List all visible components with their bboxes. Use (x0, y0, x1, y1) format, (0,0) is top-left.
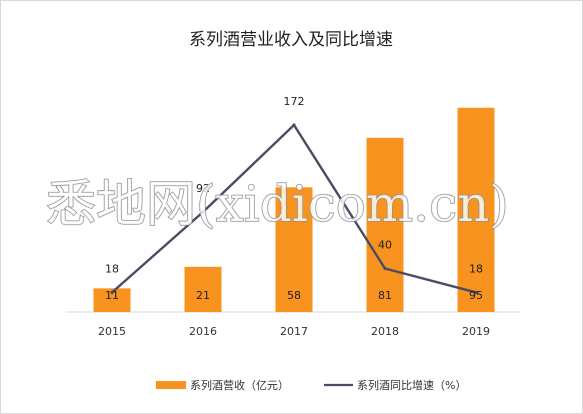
bar-2018 (366, 137, 404, 312)
bar-2017 (275, 187, 313, 312)
watermark-text: 悉地网(xidicom.cn) (46, 175, 509, 233)
growth-value-label: 18 (105, 262, 119, 275)
bar-value-label: 95 (469, 289, 483, 302)
growth-point-2017 (292, 123, 296, 127)
bars-group (93, 107, 495, 312)
bar-value-label: 58 (287, 289, 301, 302)
x-tick-label: 2017 (280, 325, 308, 338)
bar-value-label: 21 (196, 289, 210, 302)
bar-2015 (93, 288, 131, 312)
bar-2016 (184, 266, 222, 312)
x-tick-label: 2016 (189, 325, 217, 338)
chart-title: 系列酒营业收入及同比增速 (189, 30, 393, 50)
x-tick-label: 2015 (98, 325, 126, 338)
bar-value-label: 11 (105, 289, 119, 302)
legend-line-label: 系列酒同比增速（%） (357, 378, 466, 392)
bar-labels-group: 11 21 58 81 95 (105, 289, 483, 302)
x-ticks-group: 2015 2016 2017 2018 2019 (98, 325, 490, 338)
growth-value-label: 172 (284, 95, 305, 108)
legend: 系列酒营收（亿元） 系列酒同比增速（%） (156, 378, 466, 392)
growth-value-label: 18 (469, 262, 483, 275)
growth-point-2015 (110, 290, 114, 295)
growth-point-2016 (201, 210, 205, 214)
x-tick-label: 2018 (371, 325, 399, 338)
legend-bar-label: 系列酒营收（亿元） (190, 378, 289, 392)
bar-value-label: 81 (378, 289, 392, 302)
bar-2019 (457, 107, 495, 312)
growth-point-2019 (474, 290, 478, 295)
line-labels-group: 18 92 172 40 18 (105, 95, 483, 275)
growth-point-2018 (383, 266, 387, 271)
line-series-group (110, 123, 478, 295)
x-tick-label: 2019 (462, 325, 490, 338)
growth-value-label: 40 (378, 239, 392, 252)
legend-bar-swatch (156, 381, 186, 389)
growth-value-label: 92 (196, 182, 210, 195)
